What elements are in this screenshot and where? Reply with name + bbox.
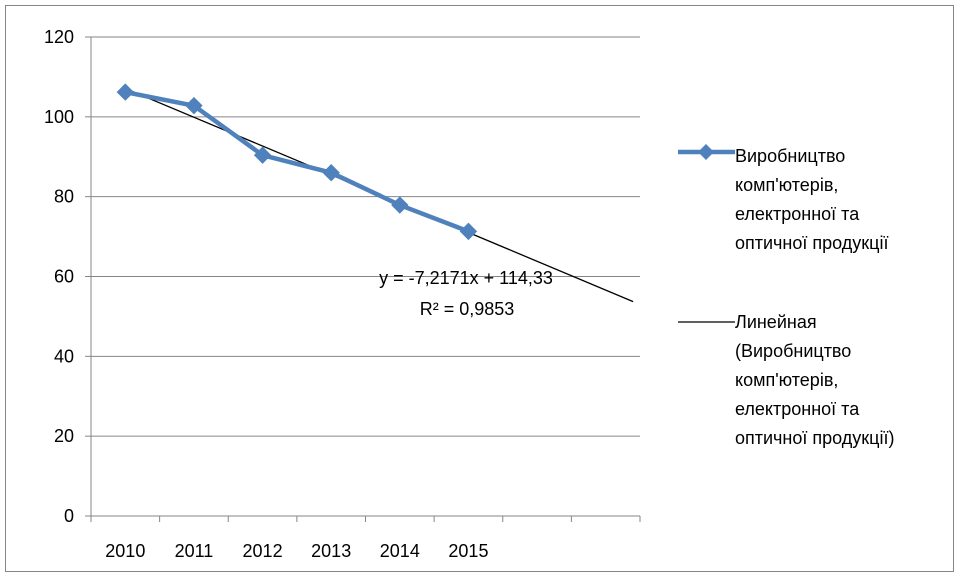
legend-series-label: електронної та — [735, 204, 860, 224]
data-point-marker — [116, 83, 135, 101]
legend-series-label: оптичної продукції — [735, 233, 888, 253]
x-tick-label: 2015 — [448, 541, 488, 561]
y-tick-label: 0 — [64, 506, 74, 526]
legend-series-marker — [698, 144, 714, 160]
data-point-marker — [185, 96, 203, 115]
data-series — [116, 83, 478, 241]
data-point-marker — [459, 222, 478, 241]
trendline-equation: y = -7,2171x + 114,33 — [379, 268, 553, 288]
legend-trendline-label: (Виробництво — [735, 341, 851, 361]
data-point-marker — [253, 146, 272, 164]
series-line — [124, 89, 470, 234]
y-tick-label: 100 — [44, 107, 74, 127]
y-tick-label: 80 — [54, 187, 74, 207]
legend-trendline-label: Линейная — [735, 312, 817, 332]
x-tick-label: 2011 — [175, 541, 214, 561]
legend-trendline-label: електронної та — [735, 399, 860, 419]
data-point-marker — [322, 164, 340, 182]
legend-trendline-label: комп'ютерів, — [735, 370, 838, 390]
trendline-r-squared: R² = 0,9853 — [420, 299, 515, 319]
legend-series-label: комп'ютерів, — [735, 175, 838, 195]
legend-trendline-label: оптичної продукції) — [735, 428, 894, 448]
y-tick-label: 60 — [54, 267, 74, 287]
y-tick-label: 120 — [44, 27, 74, 47]
x-tick-label: 2013 — [311, 541, 351, 561]
trendline-label: y = -7,2171x + 114,33 R² = 0,9853 — [379, 268, 553, 319]
legend: Виробництво комп'ютерів, електронної та опт… — [678, 144, 894, 448]
data-point-marker — [391, 196, 409, 214]
x-tick-label: 2014 — [380, 541, 420, 561]
legend-series-label: Виробництво — [735, 146, 845, 166]
x-tick-label: 2012 — [243, 541, 283, 561]
axes: 0 20 40 60 80 100 120 2010 2011 2012 2013 2014 2015 — [44, 27, 641, 561]
y-tick-label: 40 — [54, 346, 74, 366]
x-tick-label: 2010 — [105, 541, 145, 561]
gridlines — [91, 36, 640, 437]
y-tick-label: 20 — [54, 426, 74, 446]
